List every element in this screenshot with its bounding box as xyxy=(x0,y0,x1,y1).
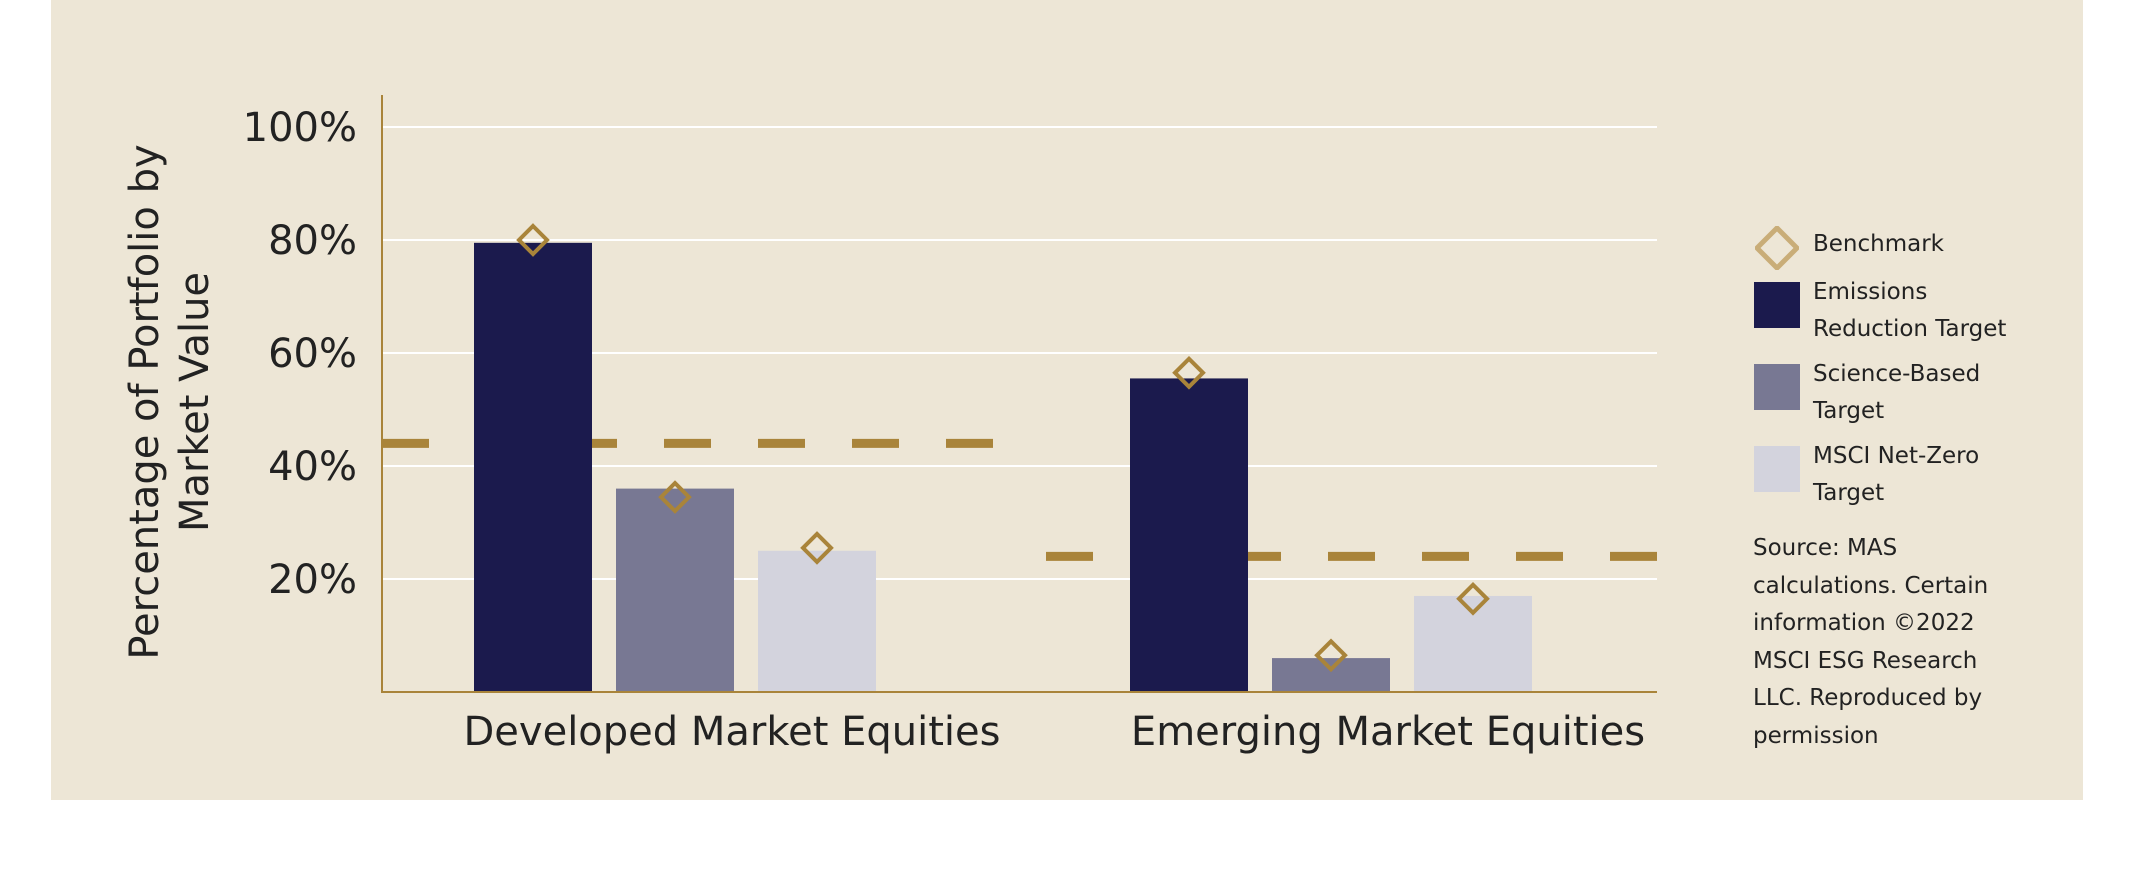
benchmark-marker xyxy=(800,531,834,565)
legend-label-line: Emissions xyxy=(1813,279,1928,305)
x-category-labels: Developed Market Equities Emerging Market… xyxy=(464,709,1646,755)
legend-label-line: Target xyxy=(1813,398,1885,424)
bar xyxy=(1130,378,1248,692)
y-tick-label: 80% xyxy=(268,218,357,264)
bar xyxy=(758,550,876,692)
chart-panel xyxy=(51,0,2083,800)
benchmark-marker xyxy=(658,480,692,514)
benchmark-marker xyxy=(1172,355,1206,390)
bars xyxy=(474,242,1532,692)
benchmark-marker-icon xyxy=(1755,226,1799,270)
legend-label-line: Target xyxy=(1813,480,1885,506)
legend-item-msci-net-zero-target: MSCI Net-Zero Target xyxy=(1753,438,2053,512)
y-tick-label: 40% xyxy=(268,444,357,490)
benchmark-marker xyxy=(1314,638,1348,673)
benchmark-marker xyxy=(1456,581,1490,616)
benchmark-marker xyxy=(516,223,550,257)
source-line: permission xyxy=(1753,722,1879,749)
y-axis-label-line: Market Value xyxy=(172,272,218,532)
grid-lines xyxy=(382,126,1657,580)
legend-label-line: Reduction Target xyxy=(1813,316,2007,342)
x-category-label: Developed Market Equities xyxy=(464,709,1001,755)
bar xyxy=(474,242,592,692)
legend-swatch xyxy=(1754,282,1800,328)
source-note: Source: MAS calculations. Certain inform… xyxy=(1753,530,2013,755)
legend-item-emissions-reduction-target: Emissions Reduction Target xyxy=(1753,274,2053,348)
y-tick-label: 60% xyxy=(268,331,357,377)
legend-item-science-based-target: Science-Based Target xyxy=(1753,356,2053,430)
legend-swatch xyxy=(1754,446,1800,492)
y-tick-label: 20% xyxy=(268,557,357,603)
source-line: LLC. Reproduced by xyxy=(1753,685,1983,711)
source-line: MSCI ESG Research xyxy=(1753,647,1978,674)
legend-item-benchmark: Benchmark xyxy=(1753,222,2053,270)
source-line: information ©2022 xyxy=(1753,610,1975,636)
x-category-label: Emerging Market Equities xyxy=(1131,709,1645,755)
y-axis-label-line: Percentage of Portfolio by xyxy=(122,144,168,659)
legend-label-line: MSCI Net-Zero xyxy=(1813,443,1980,469)
legend-swatch xyxy=(1754,364,1800,410)
source-line: calculations. Certain xyxy=(1753,572,1989,599)
source-line: Source: MAS xyxy=(1753,535,1898,561)
legend-label: Benchmark xyxy=(1813,231,1945,257)
axes xyxy=(381,95,1657,693)
legend-label-line: Science-Based xyxy=(1813,361,1981,387)
legend: Benchmark Emissions Reduction Target Sci… xyxy=(1753,222,2053,520)
bar xyxy=(1272,658,1390,692)
bar xyxy=(616,488,734,692)
y-axis-label: Percentage of Portfolio by Market Value xyxy=(122,144,218,659)
y-tick-labels: 20% 40% 60% 80% 100% xyxy=(243,105,357,603)
y-tick-label: 100% xyxy=(243,105,357,151)
benchmark-markers xyxy=(516,223,1490,673)
